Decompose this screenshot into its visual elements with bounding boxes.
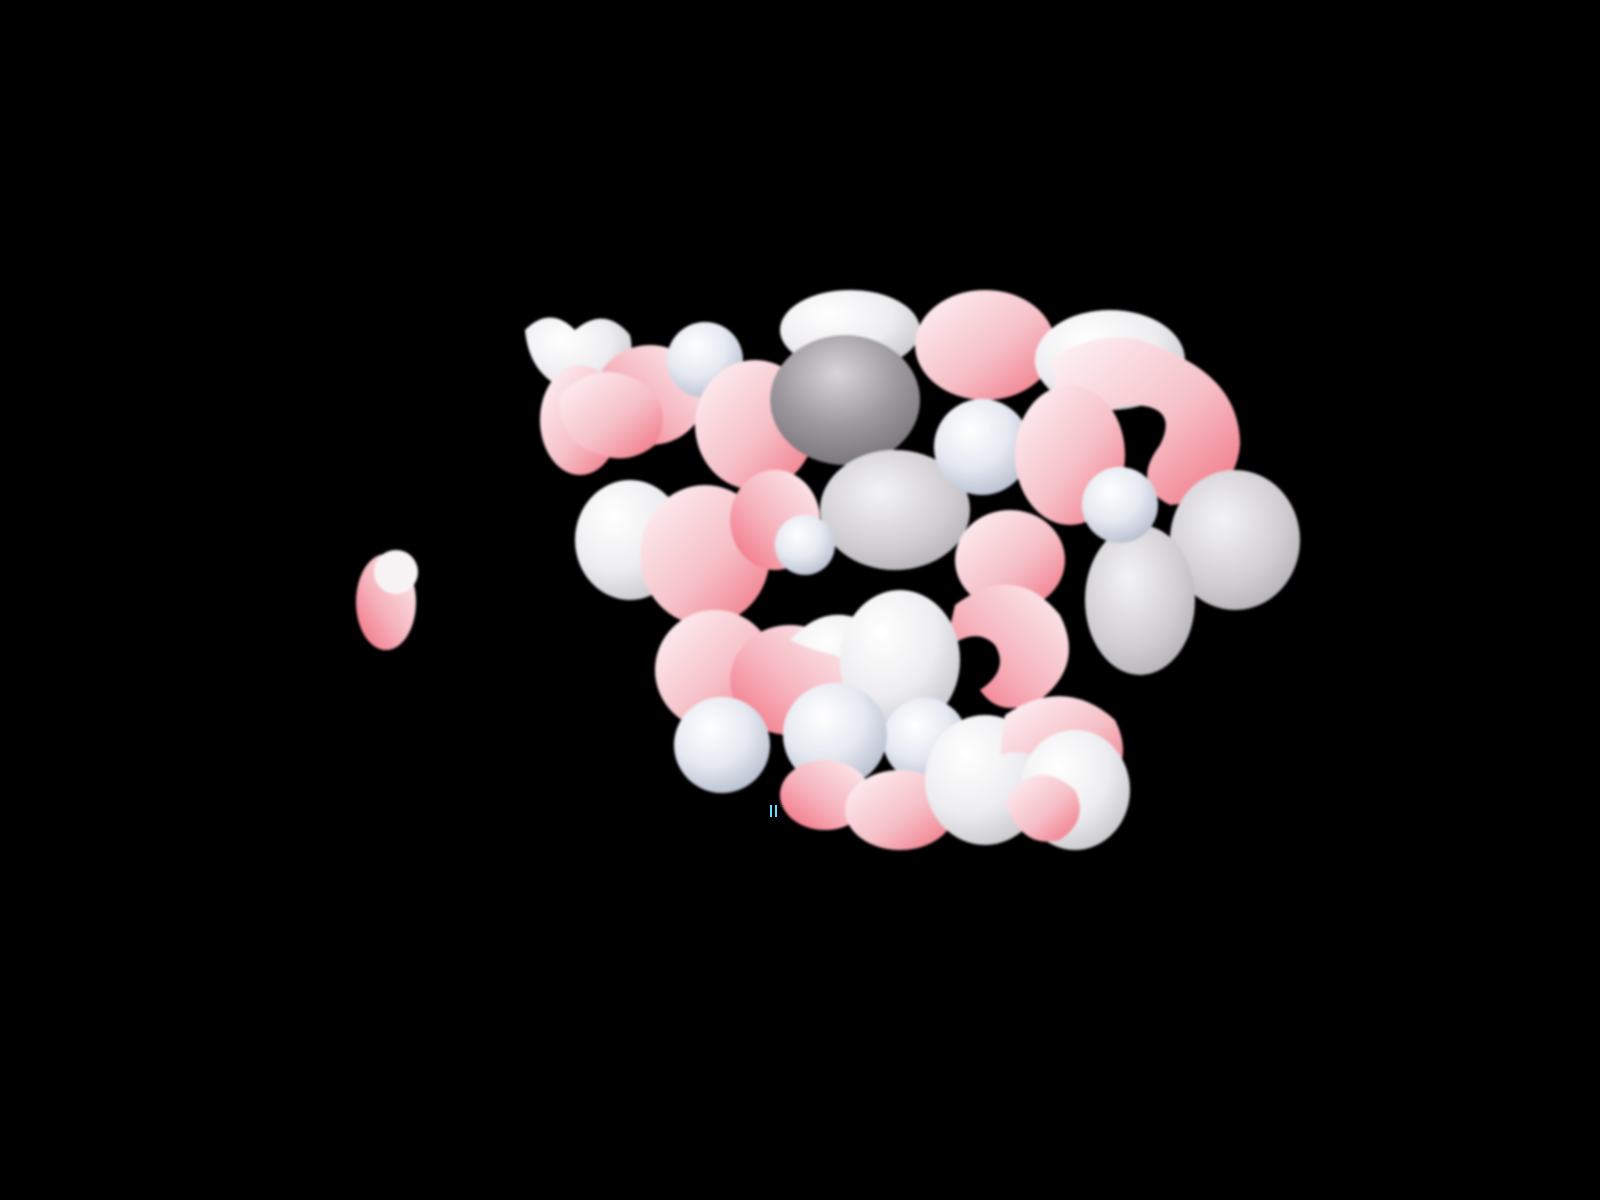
blob — [1005, 774, 1080, 842]
blob — [945, 584, 1069, 708]
blob — [1085, 525, 1195, 675]
blob — [840, 590, 960, 730]
render-artifact — [770, 805, 777, 817]
blob — [1050, 337, 1240, 505]
stray-blob — [356, 550, 418, 650]
blob — [934, 399, 1030, 495]
blob — [955, 510, 1065, 610]
blob — [674, 697, 770, 793]
blob — [1082, 467, 1158, 543]
blob — [559, 372, 663, 459]
blob — [820, 450, 970, 570]
blob — [915, 290, 1055, 400]
blob — [783, 683, 887, 787]
blob — [1170, 470, 1300, 610]
blob-cluster — [525, 290, 1300, 850]
blob — [775, 515, 835, 575]
blob — [770, 335, 920, 465]
